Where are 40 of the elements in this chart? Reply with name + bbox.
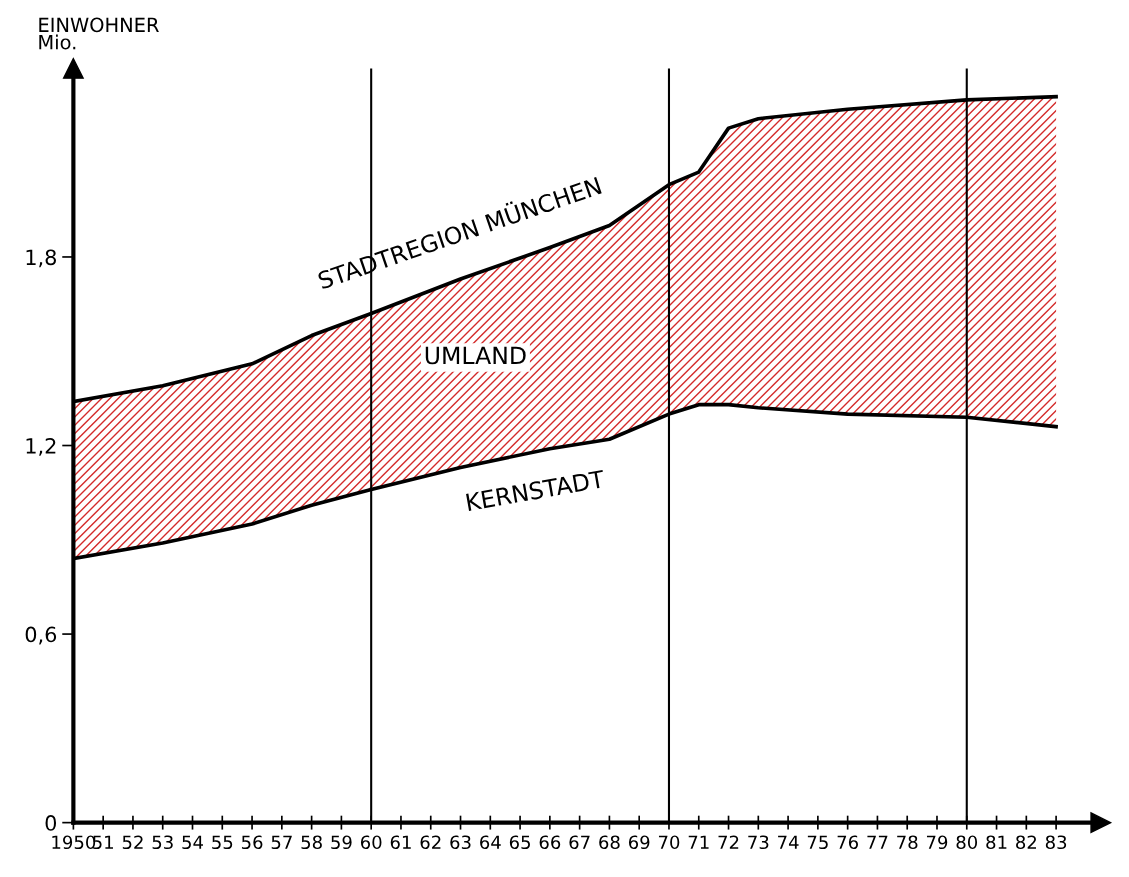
x-tick-label: 78 xyxy=(897,835,918,850)
series-label: UMLAND xyxy=(425,346,526,365)
x-tick-label: 60 xyxy=(360,835,382,850)
x-tick-label: 54 xyxy=(182,835,203,850)
x-tick-label: 63 xyxy=(450,835,471,850)
x-tick-label: 76 xyxy=(837,835,858,850)
x-tick-label: 1950 xyxy=(52,835,96,850)
x-tick-label: 79 xyxy=(926,835,948,850)
x-tick-label: 67 xyxy=(569,835,590,850)
x-tick-label: 58 xyxy=(301,835,322,850)
x-tick-label: 59 xyxy=(331,835,352,850)
y-tick-label: 0 xyxy=(45,815,57,831)
x-tick-label: 55 xyxy=(212,835,233,850)
x-tick-label: 82 xyxy=(1016,835,1037,850)
x-tick-label: 83 xyxy=(1045,835,1067,850)
x-tick-label: 57 xyxy=(271,835,292,850)
y-axis-title: EINWOHNER Mio. xyxy=(39,17,159,50)
x-tick-label: 65 xyxy=(509,835,530,850)
x-tick-label: 53 xyxy=(152,835,173,850)
x-tick-label: 70 xyxy=(658,835,680,850)
y-tick-label: 0,6 xyxy=(25,626,57,645)
y-tick-label: 1,8 xyxy=(26,249,56,268)
x-tick-label: 75 xyxy=(807,835,828,850)
x-tick-label: 73 xyxy=(748,835,769,850)
x-tick-label: 69 xyxy=(628,835,650,850)
x-tick-label: 52 xyxy=(122,835,143,850)
x-tick-label: 81 xyxy=(986,835,1007,850)
x-tick-label: 72 xyxy=(718,835,739,849)
x-tick-label: 77 xyxy=(867,835,888,849)
x-tick-label: 71 xyxy=(688,835,709,849)
x-tick-label: 51 xyxy=(93,835,113,850)
x-tick-label: 64 xyxy=(480,835,501,850)
x-tick-label: 61 xyxy=(390,835,411,850)
x-tick-label: 56 xyxy=(241,835,263,850)
y-tick-label: 1,2 xyxy=(26,437,56,456)
x-tick-label: 66 xyxy=(539,835,561,850)
x-tick-label: 80 xyxy=(956,835,978,850)
x-tick-label: 62 xyxy=(420,835,441,850)
x-tick-label: 68 xyxy=(599,835,620,850)
x-tick-label: 74 xyxy=(778,835,799,849)
